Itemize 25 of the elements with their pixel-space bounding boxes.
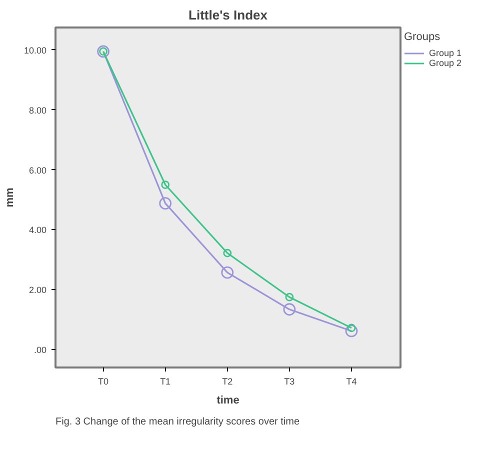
x-tick-label: T2 — [222, 376, 233, 386]
point — [161, 180, 170, 189]
x-axis-title: time — [216, 394, 240, 406]
point — [223, 248, 232, 258]
chart-title: Little's Index — [188, 8, 268, 22]
y-tick-label: .00 — [34, 345, 47, 356]
legend-label: Group 2 — [429, 58, 462, 68]
y-tick-label: 6.00 — [28, 165, 47, 176]
point — [283, 303, 296, 316]
point — [285, 292, 294, 302]
x-tick-label: T3 — [284, 376, 295, 386]
point — [345, 324, 358, 338]
y-axis-title: mm — [4, 188, 16, 208]
x-tick-label: T4 — [346, 376, 357, 386]
legend-label: Group 1 — [429, 48, 462, 58]
caption: Fig. 3 Change of the mean irregularity scores over time — [56, 416, 300, 428]
legend-title: Groups — [404, 31, 442, 43]
y-tick-label: 8.00 — [28, 105, 47, 116]
point — [159, 197, 172, 210]
point — [221, 266, 234, 279]
x-tick-label: T0 — [98, 376, 109, 386]
y-tick-label: 4.00 — [28, 225, 47, 236]
y-tick-label: 2.00 — [28, 285, 47, 296]
y-tick-label: 10.00 — [24, 45, 47, 56]
x-tick-label: T1 — [160, 376, 171, 386]
